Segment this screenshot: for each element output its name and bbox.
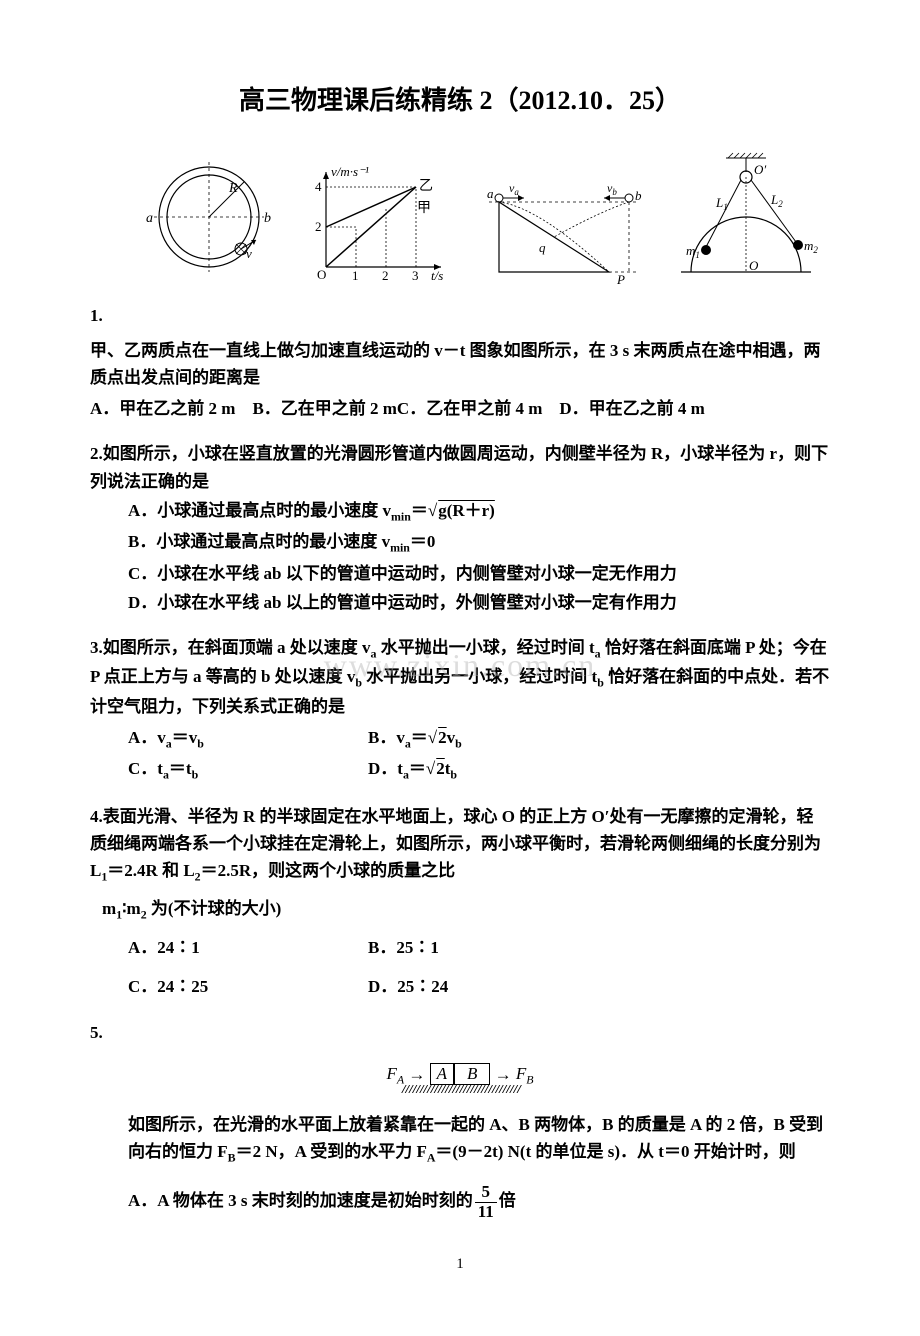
q4-number: 4.	[90, 807, 103, 826]
q2-optD: D．小球在水平线 ab 以上的管道中运动时，外侧管壁对小球一定有作用力	[128, 589, 830, 616]
question-5: 5. FA → AB → FB ////////////////////////…	[90, 1019, 830, 1222]
figures-row: R a b v v/m·s⁻¹ t/s O 2 4 1 2 3 乙 甲	[130, 152, 830, 282]
svg-text:q: q	[539, 240, 546, 255]
svg-text:O′: O′	[754, 162, 766, 177]
q5-optA: A．A 物体在 3 s 末时刻的加速度是初始时刻的511倍	[90, 1183, 830, 1221]
q3-options: A．va＝vb B．va＝√2vb C．ta＝tb D．ta＝√2tb	[90, 724, 830, 785]
q2-number: 2.	[90, 444, 103, 463]
q3-optB: B．va＝√2vb	[368, 724, 568, 753]
q1-number: 1.	[90, 306, 103, 325]
svg-text:O: O	[749, 258, 759, 273]
q3-optC: C．ta＝tb	[128, 755, 328, 784]
q1-text: 甲、乙两质点在一直线上做匀加速直线运动的 v－t 图象如图所示，在 3 s 末两…	[90, 337, 830, 391]
q2-optB: B．小球通过最高点时的最小速度 vmin＝0	[128, 528, 830, 557]
svg-text:2: 2	[382, 268, 389, 283]
q2-optA: A．小球通过最高点时的最小速度 vmin＝√g(R＋r)	[128, 497, 830, 526]
svg-text:b: b	[635, 188, 642, 203]
svg-text:vb: vb	[607, 181, 617, 197]
svg-text:L1: L1	[715, 195, 728, 212]
page-title: 高三物理课后练精练 2（2012.10．25）	[90, 80, 830, 122]
q3-number: 3.	[90, 638, 103, 657]
question-4: 4.表面光滑、半径为 R 的半球固定在水平地面上，球心 O 的正上方 O′处有一…	[90, 803, 830, 1001]
figure-circle-tube: R a b v	[144, 152, 274, 282]
svg-text:b: b	[264, 211, 271, 226]
svg-text:t/s: t/s	[431, 268, 443, 283]
q4-text2: m1∶m2 为(不计球的大小)	[90, 895, 830, 924]
page-number: 1	[90, 1252, 830, 1276]
q1-options: A．甲在乙之前 2 m B．乙在甲之前 2 mC．乙在甲之前 4 m D．甲在乙…	[90, 395, 830, 422]
figure-blocks: FA → AB → FB ///////////////////////////…	[90, 1060, 830, 1101]
svg-text:乙: 乙	[419, 178, 433, 194]
svg-text:2: 2	[315, 219, 322, 234]
svg-text:P: P	[616, 272, 625, 287]
svg-text:m2: m2	[804, 238, 818, 255]
figure-hemisphere-pulley: O′ L1 L2 m1 m2 O	[676, 152, 816, 282]
question-1: 1. 甲、乙两质点在一直线上做匀加速直线运动的 v－t 图象如图所示，在 3 s…	[90, 302, 830, 423]
q4-optA: A．24∶1	[128, 934, 328, 961]
figure-incline: a va b vb q P	[479, 172, 649, 282]
svg-text:R: R	[228, 181, 238, 196]
q4-optD: D．25∶24	[368, 973, 568, 1000]
q4-options: A．24∶1 B．25∶1 C．24∶25 D．25∶24	[90, 934, 830, 1000]
figure-vt-graph: v/m·s⁻¹ t/s O 2 4 1 2 3 乙 甲	[301, 162, 451, 282]
svg-text:O: O	[317, 267, 326, 282]
question-2: 2.如图所示，小球在竖直放置的光滑圆形管道内做圆周运动，内侧壁半径为 R，小球半…	[90, 440, 830, 616]
q2-optC: C．小球在水平线 ab 以下的管道中运动时，内侧管壁对小球一定无作用力	[128, 560, 830, 587]
svg-text:va: va	[509, 181, 519, 197]
q2-options: A．小球通过最高点时的最小速度 vmin＝√g(R＋r) B．小球通过最高点时的…	[90, 497, 830, 616]
svg-text:甲: 甲	[417, 201, 431, 216]
question-3: 3.如图所示，在斜面顶端 a 处以速度 va 水平抛出一小球，经过时间 ta 恰…	[90, 634, 830, 785]
svg-text:a: a	[487, 186, 494, 201]
svg-text:3: 3	[412, 268, 419, 283]
svg-text:a: a	[146, 211, 153, 226]
svg-text:L2: L2	[770, 192, 783, 209]
svg-text:v/m·s⁻¹: v/m·s⁻¹	[331, 164, 369, 179]
svg-text:4: 4	[315, 179, 322, 194]
q5-text: 如图所示，在光滑的水平面上放着紧靠在一起的 A、B 两物体，B 的质量是 A 的…	[90, 1111, 830, 1168]
q3-optD: D．ta＝√2tb	[368, 755, 568, 784]
q4-optC: C．24∶25	[128, 973, 328, 1000]
svg-text:v: v	[246, 246, 252, 261]
q4-optB: B．25∶1	[368, 934, 568, 961]
q5-number: 5.	[90, 1023, 103, 1042]
q2-text: 如图所示，小球在竖直放置的光滑圆形管道内做圆周运动，内侧壁半径为 R，小球半径为…	[90, 444, 828, 490]
svg-text:1: 1	[352, 268, 359, 283]
q3-optA: A．va＝vb	[128, 724, 328, 753]
